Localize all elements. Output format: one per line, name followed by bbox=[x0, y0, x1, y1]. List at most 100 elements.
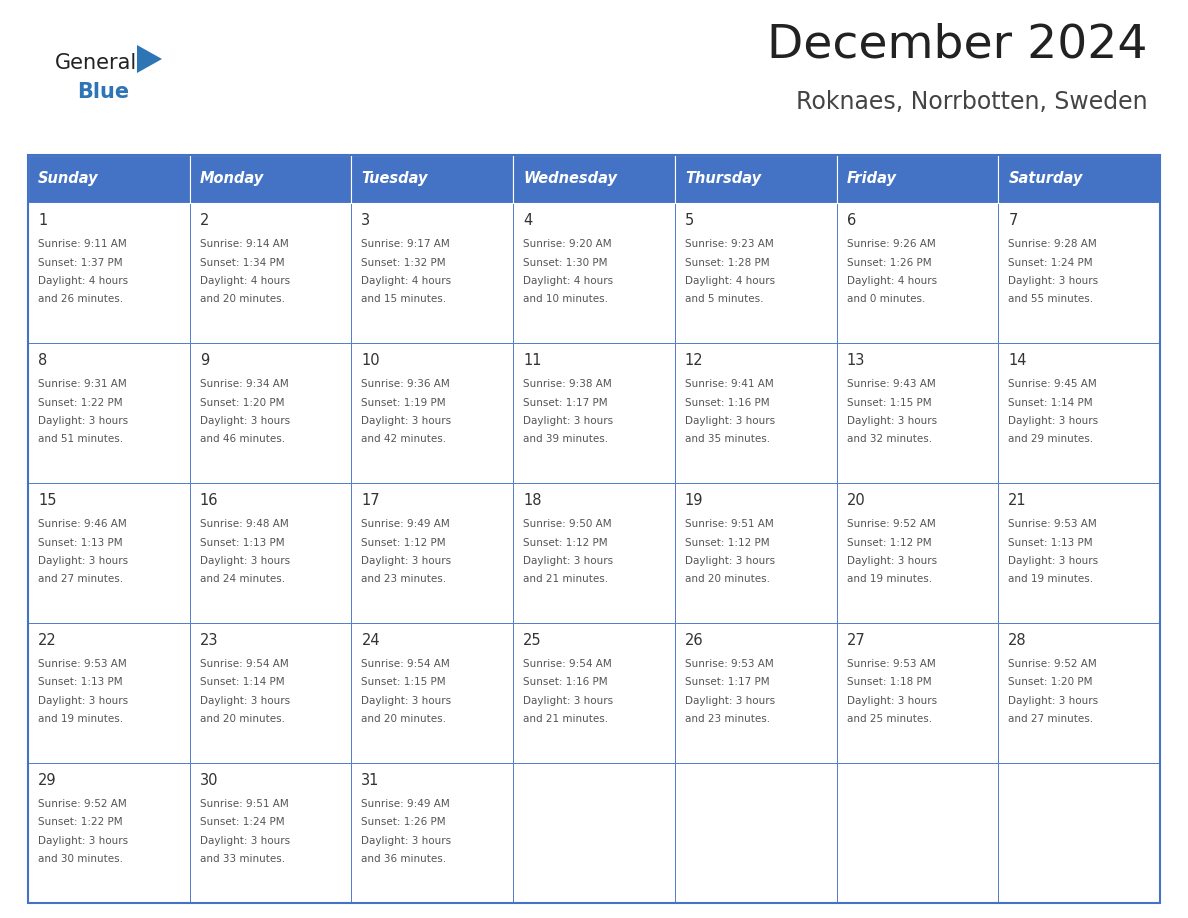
Text: Sunrise: 9:52 AM: Sunrise: 9:52 AM bbox=[1009, 659, 1097, 669]
Text: Daylight: 3 hours: Daylight: 3 hours bbox=[1009, 696, 1099, 706]
Text: and 15 minutes.: and 15 minutes. bbox=[361, 295, 447, 305]
Text: Sunrise: 9:43 AM: Sunrise: 9:43 AM bbox=[847, 379, 935, 389]
Text: 2: 2 bbox=[200, 213, 209, 228]
Text: 17: 17 bbox=[361, 493, 380, 508]
Text: Sunset: 1:18 PM: Sunset: 1:18 PM bbox=[847, 677, 931, 688]
Bar bbox=[352, 763, 513, 903]
Text: and 29 minutes.: and 29 minutes. bbox=[1009, 434, 1093, 444]
Text: Sunset: 1:12 PM: Sunset: 1:12 PM bbox=[684, 538, 770, 547]
Text: Daylight: 3 hours: Daylight: 3 hours bbox=[38, 556, 128, 566]
Text: and 19 minutes.: and 19 minutes. bbox=[38, 714, 124, 724]
Bar bbox=[29, 483, 190, 623]
Text: and 36 minutes.: and 36 minutes. bbox=[361, 855, 447, 865]
Text: Saturday: Saturday bbox=[1009, 172, 1082, 186]
Text: and 20 minutes.: and 20 minutes. bbox=[361, 714, 447, 724]
Text: Daylight: 3 hours: Daylight: 3 hours bbox=[38, 836, 128, 846]
Bar bbox=[836, 203, 998, 343]
Text: Sunrise: 9:53 AM: Sunrise: 9:53 AM bbox=[684, 659, 773, 669]
Text: 7: 7 bbox=[1009, 213, 1018, 228]
Text: Sunset: 1:12 PM: Sunset: 1:12 PM bbox=[361, 538, 446, 547]
Text: Sunrise: 9:54 AM: Sunrise: 9:54 AM bbox=[361, 659, 450, 669]
Text: and 20 minutes.: and 20 minutes. bbox=[200, 714, 285, 724]
Text: Daylight: 3 hours: Daylight: 3 hours bbox=[1009, 276, 1099, 286]
Text: 1: 1 bbox=[38, 213, 48, 228]
Text: 28: 28 bbox=[1009, 633, 1026, 648]
Text: and 21 minutes.: and 21 minutes. bbox=[523, 714, 608, 724]
Text: Sunset: 1:32 PM: Sunset: 1:32 PM bbox=[361, 258, 446, 267]
Text: Sunset: 1:26 PM: Sunset: 1:26 PM bbox=[847, 258, 931, 267]
Text: 20: 20 bbox=[847, 493, 865, 508]
Text: Sunrise: 9:48 AM: Sunrise: 9:48 AM bbox=[200, 519, 289, 529]
Text: Sunrise: 9:20 AM: Sunrise: 9:20 AM bbox=[523, 239, 612, 249]
Bar bbox=[836, 483, 998, 623]
Text: Sunset: 1:20 PM: Sunset: 1:20 PM bbox=[1009, 677, 1093, 688]
Text: Daylight: 4 hours: Daylight: 4 hours bbox=[38, 276, 128, 286]
Text: 11: 11 bbox=[523, 353, 542, 368]
Bar bbox=[29, 623, 190, 763]
Text: December 2024: December 2024 bbox=[767, 22, 1148, 67]
Text: and 21 minutes.: and 21 minutes. bbox=[523, 575, 608, 585]
Text: Sunset: 1:14 PM: Sunset: 1:14 PM bbox=[1009, 397, 1093, 408]
Text: 15: 15 bbox=[38, 493, 57, 508]
Text: 13: 13 bbox=[847, 353, 865, 368]
Text: Sunrise: 9:54 AM: Sunrise: 9:54 AM bbox=[200, 659, 289, 669]
Text: Daylight: 4 hours: Daylight: 4 hours bbox=[684, 276, 775, 286]
Text: Sunrise: 9:23 AM: Sunrise: 9:23 AM bbox=[684, 239, 773, 249]
Text: and 55 minutes.: and 55 minutes. bbox=[1009, 295, 1093, 305]
Text: Sunset: 1:22 PM: Sunset: 1:22 PM bbox=[38, 818, 122, 827]
Text: Sunrise: 9:51 AM: Sunrise: 9:51 AM bbox=[200, 799, 289, 809]
Bar bbox=[513, 155, 675, 203]
Bar bbox=[675, 155, 836, 203]
Bar bbox=[675, 483, 836, 623]
Text: and 19 minutes.: and 19 minutes. bbox=[847, 575, 931, 585]
Text: Sunrise: 9:45 AM: Sunrise: 9:45 AM bbox=[1009, 379, 1097, 389]
Text: Sunrise: 9:52 AM: Sunrise: 9:52 AM bbox=[38, 799, 127, 809]
Bar bbox=[352, 483, 513, 623]
Text: Sunset: 1:19 PM: Sunset: 1:19 PM bbox=[361, 397, 446, 408]
Text: Sunset: 1:17 PM: Sunset: 1:17 PM bbox=[684, 677, 770, 688]
Text: 30: 30 bbox=[200, 773, 219, 788]
Text: Sunset: 1:13 PM: Sunset: 1:13 PM bbox=[38, 538, 122, 547]
Text: Daylight: 3 hours: Daylight: 3 hours bbox=[523, 416, 613, 426]
Text: 3: 3 bbox=[361, 213, 371, 228]
Text: Daylight: 3 hours: Daylight: 3 hours bbox=[684, 556, 775, 566]
Text: Sunrise: 9:53 AM: Sunrise: 9:53 AM bbox=[1009, 519, 1097, 529]
Text: Sunrise: 9:46 AM: Sunrise: 9:46 AM bbox=[38, 519, 127, 529]
Text: 18: 18 bbox=[523, 493, 542, 508]
Text: Daylight: 3 hours: Daylight: 3 hours bbox=[847, 416, 936, 426]
Text: Daylight: 4 hours: Daylight: 4 hours bbox=[361, 276, 451, 286]
Bar bbox=[352, 343, 513, 483]
Text: Daylight: 3 hours: Daylight: 3 hours bbox=[847, 696, 936, 706]
Text: Tuesday: Tuesday bbox=[361, 172, 428, 186]
Bar bbox=[29, 763, 190, 903]
Text: Daylight: 3 hours: Daylight: 3 hours bbox=[1009, 416, 1099, 426]
Text: Sunset: 1:13 PM: Sunset: 1:13 PM bbox=[200, 538, 284, 547]
Bar bbox=[190, 483, 352, 623]
Text: Daylight: 3 hours: Daylight: 3 hours bbox=[523, 556, 613, 566]
Text: 10: 10 bbox=[361, 353, 380, 368]
Text: Sunrise: 9:26 AM: Sunrise: 9:26 AM bbox=[847, 239, 935, 249]
Text: 12: 12 bbox=[684, 353, 703, 368]
Text: and 20 minutes.: and 20 minutes. bbox=[684, 575, 770, 585]
Text: Sunrise: 9:38 AM: Sunrise: 9:38 AM bbox=[523, 379, 612, 389]
Bar bbox=[513, 763, 675, 903]
Text: and 20 minutes.: and 20 minutes. bbox=[200, 295, 285, 305]
Text: Sunset: 1:13 PM: Sunset: 1:13 PM bbox=[1009, 538, 1093, 547]
Text: Daylight: 3 hours: Daylight: 3 hours bbox=[200, 696, 290, 706]
Text: 29: 29 bbox=[38, 773, 57, 788]
Text: Daylight: 3 hours: Daylight: 3 hours bbox=[200, 836, 290, 846]
Text: Sunrise: 9:51 AM: Sunrise: 9:51 AM bbox=[684, 519, 773, 529]
Text: 25: 25 bbox=[523, 633, 542, 648]
Text: Sunrise: 9:36 AM: Sunrise: 9:36 AM bbox=[361, 379, 450, 389]
Text: Daylight: 3 hours: Daylight: 3 hours bbox=[200, 556, 290, 566]
Text: Sunset: 1:28 PM: Sunset: 1:28 PM bbox=[684, 258, 770, 267]
Text: Sunrise: 9:34 AM: Sunrise: 9:34 AM bbox=[200, 379, 289, 389]
Polygon shape bbox=[137, 45, 162, 73]
Text: 5: 5 bbox=[684, 213, 694, 228]
Bar bbox=[998, 623, 1159, 763]
Text: Roknaes, Norrbotten, Sweden: Roknaes, Norrbotten, Sweden bbox=[796, 90, 1148, 114]
Text: Daylight: 3 hours: Daylight: 3 hours bbox=[1009, 556, 1099, 566]
Text: and 19 minutes.: and 19 minutes. bbox=[1009, 575, 1093, 585]
Bar bbox=[29, 203, 190, 343]
Text: Daylight: 4 hours: Daylight: 4 hours bbox=[847, 276, 936, 286]
